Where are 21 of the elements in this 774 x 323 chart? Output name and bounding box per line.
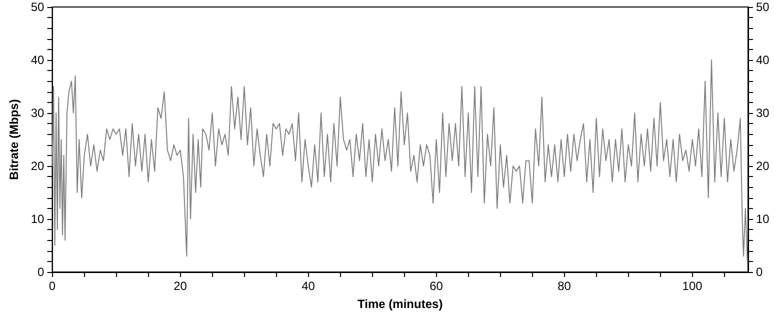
x-tick-label: 20 bbox=[174, 279, 188, 293]
y-axis-title: Bitrate (Mbps) bbox=[7, 99, 21, 180]
y-tick-label: 30 bbox=[30, 106, 45, 120]
y-tick-label: 40 bbox=[30, 53, 45, 67]
y2-tick-label: 30 bbox=[756, 106, 770, 120]
y-tick-label: 10 bbox=[30, 212, 45, 226]
y-tick-label: 50 bbox=[30, 0, 45, 14]
x-tick-label: 0 bbox=[48, 279, 56, 293]
x-tick-label: 100 bbox=[682, 279, 703, 293]
x-tick-label: 40 bbox=[302, 279, 316, 293]
x-tick-label: 80 bbox=[558, 279, 572, 293]
y2-tick-label: 10 bbox=[756, 212, 770, 226]
y-tick-label: 20 bbox=[30, 159, 45, 173]
y2-tick-label: 40 bbox=[756, 53, 770, 67]
y2-tick-label: 20 bbox=[756, 159, 770, 173]
y2-tick-label: 50 bbox=[756, 0, 770, 14]
line-series bbox=[52, 60, 748, 262]
y2-tick-label: 0 bbox=[756, 265, 763, 279]
y-tick-label: 0 bbox=[38, 265, 45, 279]
x-tick-label: 60 bbox=[430, 279, 444, 293]
x-axis-title: Time (minutes) bbox=[358, 297, 443, 311]
